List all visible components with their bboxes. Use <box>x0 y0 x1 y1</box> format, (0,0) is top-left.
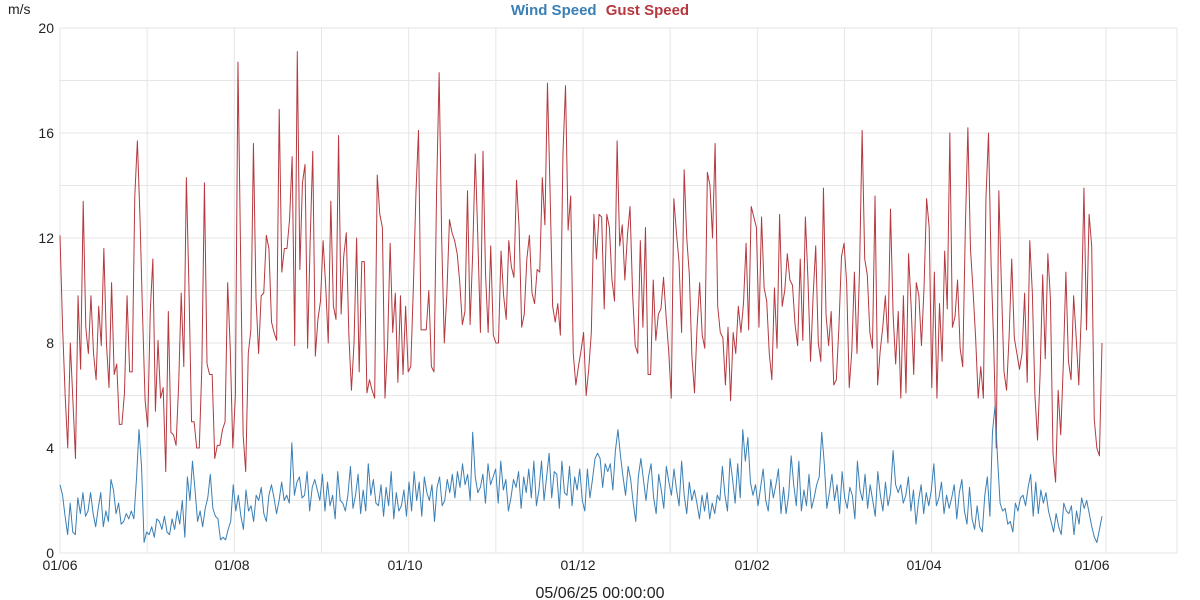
x-tick-label: 01/06 <box>1074 557 1109 573</box>
y-tick-label: 4 <box>46 440 54 456</box>
x-tick-label: 01/02 <box>734 557 769 573</box>
x-axis: 01/06 01/08 01/10 01/12 01/02 01/04 01/06 <box>42 557 1109 573</box>
y-tick-label: 12 <box>38 230 54 246</box>
grid <box>59 27 1178 554</box>
y-tick-label: 20 <box>38 20 54 36</box>
x-tick-label: 01/06 <box>42 557 77 573</box>
y-axis: 0 4 8 12 16 20 <box>38 20 54 561</box>
y-axis-unit-label: m/s <box>8 1 31 17</box>
x-tick-label: 01/08 <box>214 557 249 573</box>
y-tick-label: 0 <box>46 545 54 561</box>
y-tick-label: 16 <box>38 125 54 141</box>
series-line-gust-speed <box>59 51 1103 483</box>
x-tick-label: 01/04 <box>906 557 941 573</box>
series-line-wind-speed <box>59 405 1103 543</box>
legend-item-wind-speed[interactable]: Wind Speed <box>511 2 597 19</box>
x-tick-label: 01/12 <box>560 557 595 573</box>
legend: Wind Speed Gust Speed <box>511 2 689 19</box>
y-tick-label: 8 <box>46 335 54 351</box>
x-axis-title: 05/06/25 00:00:00 <box>535 585 664 600</box>
legend-item-gust-speed[interactable]: Gust Speed <box>606 2 689 19</box>
series-lines <box>59 51 1103 543</box>
x-tick-label: 01/10 <box>387 557 422 573</box>
